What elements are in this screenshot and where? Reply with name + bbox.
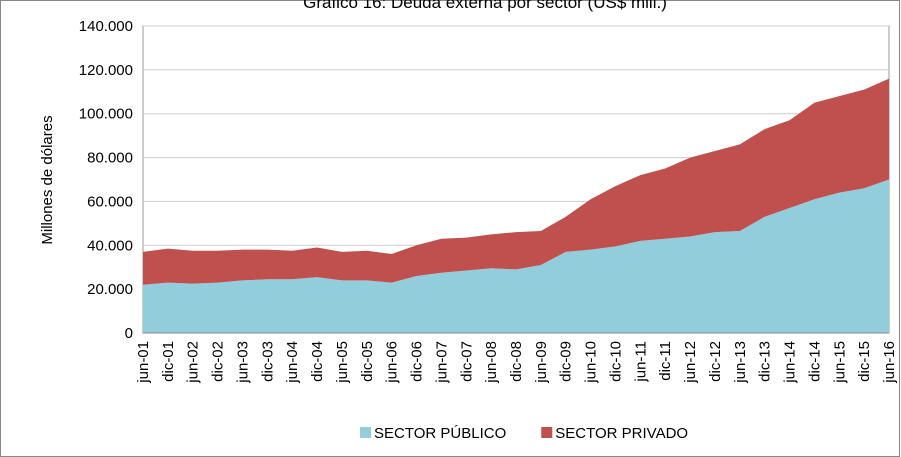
x-tick-label: dic-08 [508,341,525,382]
x-tick-label: dic-06 [409,341,426,382]
x-tick-label: dic-01 [160,341,177,382]
x-tick-label: dic-15 [856,341,873,382]
area [143,78,889,285]
x-tick-label: jun-08 [483,341,500,384]
x-tick-label: jun-15 [831,341,848,384]
x-tick-label: jun-16 [881,341,898,384]
x-tick-label: jun-02 [185,341,202,384]
y-axis-title: Millones de dólares [39,115,56,244]
y-tick-label: 20.000 [87,281,133,298]
x-tick-label: dic-05 [359,341,376,382]
x-tick-label: dic-03 [259,341,276,382]
x-tick-label: dic-02 [210,341,227,382]
y-tick-label: 40.000 [87,237,133,254]
x-tick-label: dic-10 [607,341,624,382]
legend-swatch [541,427,553,438]
y-tick-label: 0 [125,325,133,342]
x-tick-label: dic-13 [757,341,774,382]
x-tick-label: jun-03 [234,341,251,384]
x-tick-label: jun-14 [782,341,799,384]
x-tick-label: dic-09 [558,341,575,382]
legend-swatch [360,427,371,438]
x-tick-label: jun-10 [583,341,600,384]
x-tick-label: dic-12 [707,341,724,382]
x-tick-label: jun-13 [732,341,749,384]
x-tick-label: dic-14 [806,341,823,382]
x-tick-label: jun-07 [433,341,450,384]
x-tick-label: dic-11 [657,341,674,381]
y-tick-label: 60.000 [87,193,133,210]
legend-label: SECTOR PÚBLICO [374,425,506,442]
x-tick-label: dic-07 [458,341,475,382]
area [143,179,889,333]
x-tick-label: dic-04 [309,341,326,382]
chart-title: Gráfico 16: Deuda externa por sector (US… [303,0,667,12]
y-tick-label: 80.000 [87,150,133,167]
x-tick-label: jun-04 [284,341,301,384]
y-tick-label: 120.000 [79,62,133,79]
x-tick-label: jun-05 [334,341,351,384]
y-tick-label: 140.000 [79,18,133,35]
legend-label: SECTOR PRIVADO [555,425,688,442]
x-tick-label: jun-09 [533,341,550,384]
y-tick-label: 100.000 [79,106,133,123]
x-tick-label: jun-06 [384,341,401,384]
x-tick-label: jun-11 [632,341,649,383]
x-tick-label: jun-12 [682,341,699,384]
x-tick-label: jun-01 [135,341,152,384]
